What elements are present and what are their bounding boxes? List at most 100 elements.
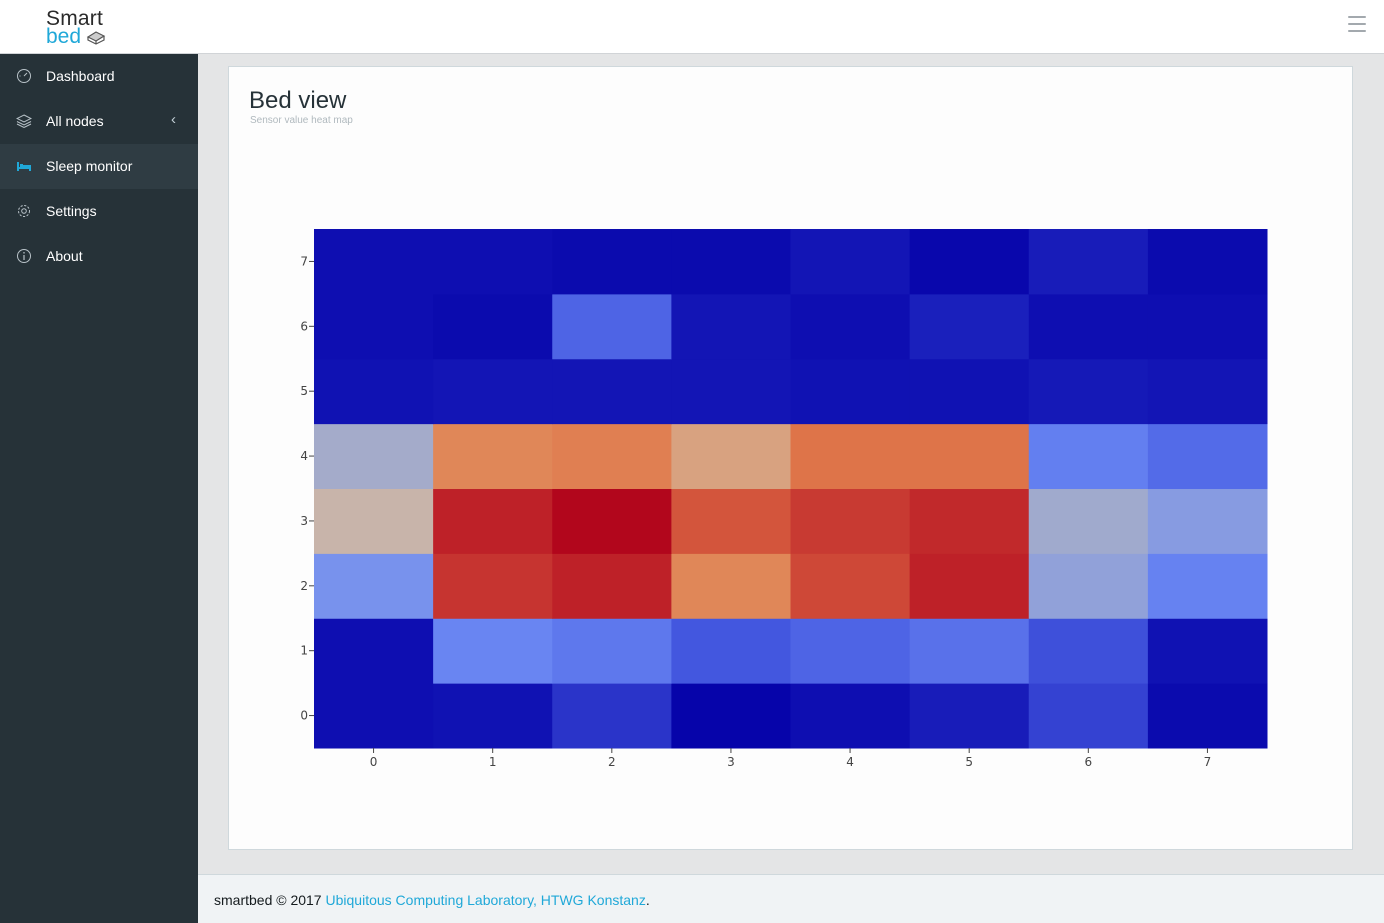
heatmap-cell[interactable] bbox=[1147, 293, 1268, 360]
heatmap-cell[interactable] bbox=[790, 358, 911, 425]
x-axis-tick-label: 0 bbox=[370, 755, 378, 769]
heatmap-cell[interactable] bbox=[1028, 358, 1149, 425]
heatmap-cell[interactable] bbox=[671, 423, 792, 490]
y-axis-tick-label: 0 bbox=[300, 709, 308, 723]
heatmap-cell[interactable] bbox=[671, 358, 792, 425]
card-subtitle: Sensor value heat map bbox=[250, 115, 353, 126]
heatmap-cell[interactable] bbox=[909, 488, 1030, 554]
footer-period: . bbox=[645, 892, 650, 908]
heatmap-cell[interactable] bbox=[671, 229, 792, 295]
y-axis-tick-label: 5 bbox=[300, 384, 308, 398]
heatmap-cell[interactable] bbox=[909, 229, 1030, 295]
smartbed-logo[interactable]: Smart bed bbox=[46, 7, 126, 48]
heatmap-cell[interactable] bbox=[1028, 553, 1149, 619]
heatmap-cell[interactable] bbox=[671, 488, 792, 554]
heatmap-cell[interactable] bbox=[314, 358, 434, 425]
footer-text: smartbed © 2017 Ubiquitous Computing Lab… bbox=[214, 892, 650, 908]
gear-icon bbox=[18, 205, 30, 217]
heatmap-cell[interactable] bbox=[909, 358, 1030, 425]
heatmap-cell[interactable] bbox=[790, 553, 911, 619]
heatmap-cell[interactable] bbox=[1028, 618, 1149, 684]
heatmap-cell[interactable] bbox=[1147, 618, 1268, 684]
heatmap-cell[interactable] bbox=[1028, 229, 1149, 295]
sidebar-item-dashboard[interactable]: Dashboard bbox=[0, 54, 198, 99]
hamburger-icon[interactable] bbox=[1348, 16, 1366, 34]
heatmap-cell[interactable] bbox=[552, 618, 672, 684]
heatmap-cell[interactable] bbox=[314, 293, 434, 360]
heatmap-cell[interactable] bbox=[671, 293, 792, 360]
heatmap-cell[interactable] bbox=[314, 229, 434, 295]
heatmap-cell[interactable] bbox=[433, 293, 553, 360]
footer-copyright: smartbed © 2017 bbox=[214, 892, 326, 908]
heatmap-cell[interactable] bbox=[909, 553, 1030, 619]
x-axis-tick-label: 4 bbox=[846, 755, 854, 769]
sidebar-item-label: Sleep monitor bbox=[46, 158, 133, 174]
heatmap-cell[interactable] bbox=[1147, 683, 1268, 749]
heatmap-cell[interactable] bbox=[433, 358, 553, 425]
heatmap-cell[interactable] bbox=[314, 423, 434, 490]
sidebar-item-settings[interactable]: Settings bbox=[0, 189, 198, 234]
x-axis-tick-label: 5 bbox=[965, 755, 973, 769]
heatmap-cell[interactable] bbox=[671, 683, 792, 749]
layers-icon bbox=[16, 114, 32, 129]
x-axis-tick-label: 6 bbox=[1084, 755, 1092, 769]
heatmap-cell[interactable] bbox=[433, 618, 553, 684]
heatmap-cell[interactable] bbox=[552, 683, 672, 749]
heatmap-cell[interactable] bbox=[314, 618, 434, 684]
heatmap-cell[interactable] bbox=[552, 423, 672, 490]
heatmap-cell[interactable] bbox=[1147, 229, 1268, 295]
heatmap-cell[interactable] bbox=[433, 488, 553, 554]
heatmap-cell[interactable] bbox=[314, 683, 434, 749]
heatmap-cell[interactable] bbox=[909, 618, 1030, 684]
sidebar-item-sleep-monitor[interactable]: Sleep monitor bbox=[0, 144, 198, 189]
heatmap-cell[interactable] bbox=[433, 553, 553, 619]
heatmap-cell[interactable] bbox=[909, 423, 1030, 490]
heatmap-cell[interactable] bbox=[1028, 488, 1149, 554]
heatmap-cell[interactable] bbox=[314, 488, 434, 554]
sidebar: Dashboard All nodes ‹ Sleep monitor Sett… bbox=[0, 54, 198, 923]
chevron-left-icon: ‹ bbox=[171, 111, 176, 128]
heatmap-cell[interactable] bbox=[1147, 358, 1268, 425]
heatmap-cell[interactable] bbox=[314, 553, 434, 619]
heatmap-cell[interactable] bbox=[552, 293, 672, 360]
heatmap-cell[interactable] bbox=[1028, 293, 1149, 360]
heatmap-cell[interactable] bbox=[671, 553, 792, 619]
heatmap-cell[interactable] bbox=[790, 683, 911, 749]
heatmap-cell[interactable] bbox=[790, 293, 911, 360]
heatmap-cell[interactable] bbox=[909, 683, 1030, 749]
heatmap-cell[interactable] bbox=[1028, 423, 1149, 490]
sidebar-item-all-nodes[interactable]: All nodes ‹ bbox=[0, 99, 198, 144]
heatmap-cell[interactable] bbox=[552, 553, 672, 619]
card-title: Bed view bbox=[249, 87, 347, 114]
logo-text-smart: Smart bbox=[46, 7, 104, 30]
sidebar-item-label: About bbox=[46, 248, 83, 264]
heatmap-cell[interactable] bbox=[1147, 423, 1268, 490]
heatmap-cell[interactable] bbox=[1028, 683, 1149, 749]
heatmap-cell[interactable] bbox=[433, 423, 553, 490]
sidebar-item-about[interactable]: About bbox=[0, 234, 198, 279]
heatmap-cell[interactable] bbox=[1147, 488, 1268, 554]
y-axis-tick-label: 1 bbox=[300, 644, 308, 658]
sensor-heatmap[interactable]: 0 1 2 3 4 5 6 7 0 1 2 3 4 5 6 7 bbox=[229, 67, 1352, 849]
heatmap-cell[interactable] bbox=[671, 618, 792, 684]
heatmap-cell[interactable] bbox=[790, 229, 911, 295]
heatmap-cell[interactable] bbox=[552, 229, 672, 295]
sidebar-item-label: Settings bbox=[46, 203, 97, 219]
bed-icon bbox=[17, 162, 31, 171]
y-axis-tick-label: 6 bbox=[300, 319, 308, 333]
heatmap-cell[interactable] bbox=[433, 229, 553, 295]
footer-lab-link[interactable]: Ubiquitous Computing Laboratory, HTWG Ko… bbox=[325, 892, 646, 908]
heatmap-cell[interactable] bbox=[552, 358, 672, 425]
heatmap-cell[interactable] bbox=[909, 293, 1030, 360]
heatmap-cell[interactable] bbox=[1147, 553, 1268, 619]
heatmap-cell[interactable] bbox=[790, 618, 911, 684]
x-axis-tick-label: 3 bbox=[727, 755, 735, 769]
heatmap-cell[interactable] bbox=[790, 488, 911, 554]
heatmap-cell[interactable] bbox=[552, 488, 672, 554]
bed-logo-icon bbox=[86, 31, 106, 45]
heatmap-cell[interactable] bbox=[790, 423, 911, 490]
heatmap-cell[interactable] bbox=[433, 683, 553, 749]
y-axis-tick-label: 4 bbox=[300, 449, 308, 463]
